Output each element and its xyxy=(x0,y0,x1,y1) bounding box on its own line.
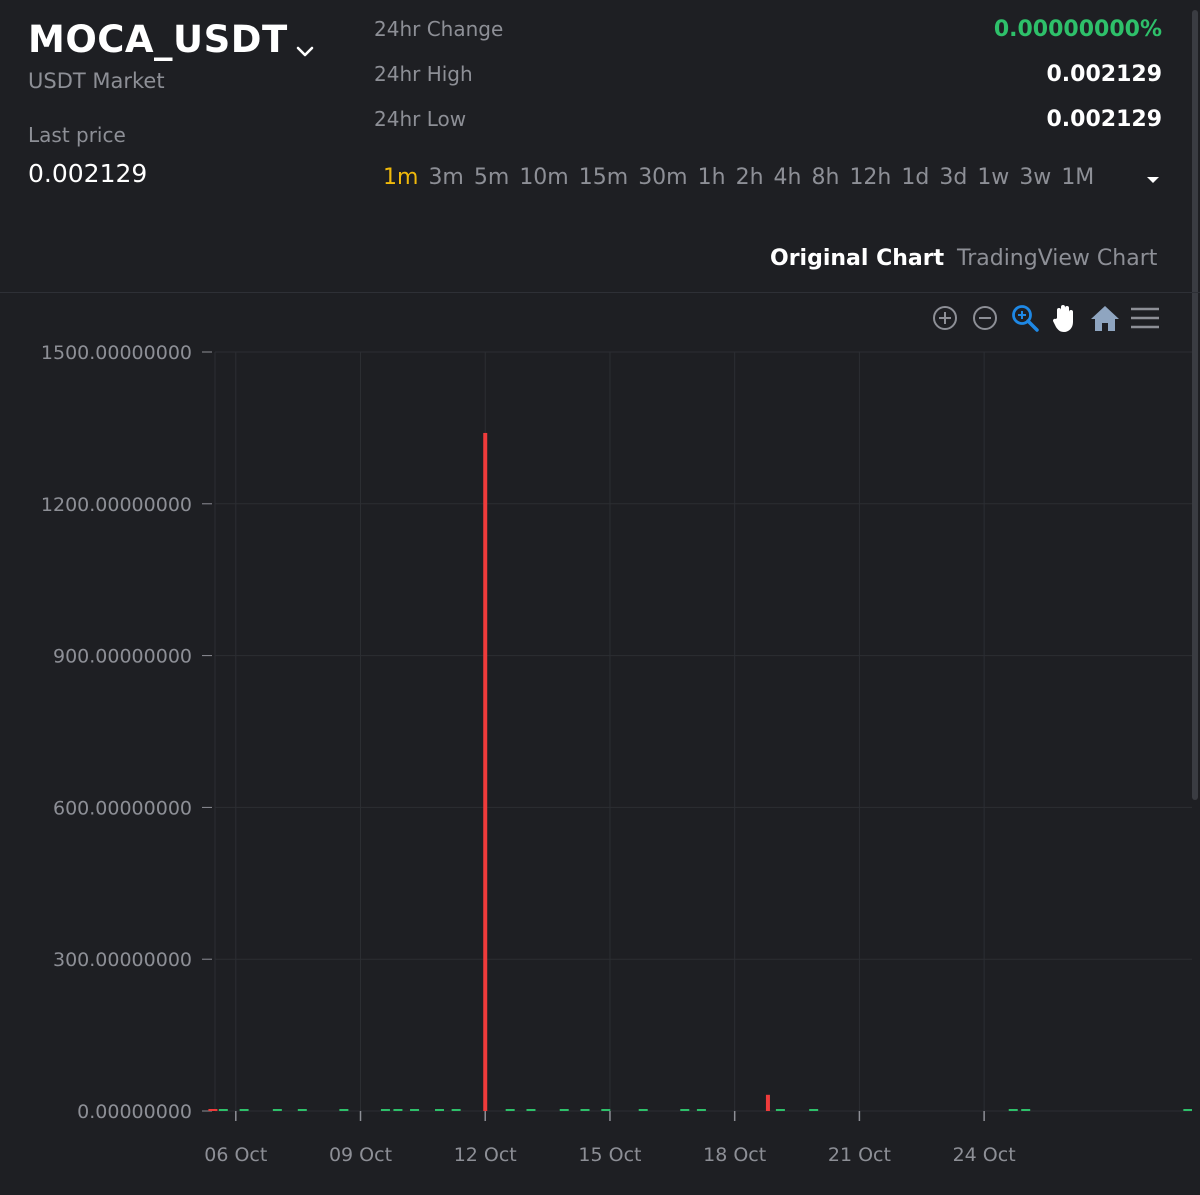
change-label: 24hr Change xyxy=(374,17,504,41)
x-tick-label: 09 Oct xyxy=(329,1144,392,1166)
volume-bar[interactable] xyxy=(809,1109,819,1111)
volume-chart[interactable]: 1500.00000000 1200.00000000 900.00000000 60… xyxy=(0,300,1192,1195)
tab-tradingview-chart[interactable]: TradingView Chart xyxy=(957,246,1158,271)
home-icon[interactable] xyxy=(1088,300,1122,336)
volume-bar[interactable] xyxy=(601,1109,611,1111)
x-tick-label: 12 Oct xyxy=(454,1144,517,1166)
interval-option-3m[interactable]: 3m xyxy=(428,165,464,190)
volume-bar[interactable] xyxy=(680,1109,690,1111)
volume-bar[interactable] xyxy=(451,1109,461,1111)
volume-bar[interactable] xyxy=(239,1109,249,1111)
interval-option-1h[interactable]: 1h xyxy=(697,165,726,190)
zoom-in-icon[interactable] xyxy=(928,300,962,336)
volume-bar[interactable] xyxy=(765,1094,770,1111)
volume-bar[interactable] xyxy=(1183,1109,1192,1111)
page-scrollbar[interactable] xyxy=(1192,10,1198,800)
volume-bar[interactable] xyxy=(339,1109,349,1111)
volume-bar[interactable] xyxy=(483,432,488,1111)
menu-icon[interactable] xyxy=(1128,300,1162,336)
volume-bar[interactable] xyxy=(435,1109,445,1111)
interval-option-10m[interactable]: 10m xyxy=(519,165,569,190)
interval-option-8h[interactable]: 8h xyxy=(811,165,840,190)
interval-option-1M[interactable]: 1M xyxy=(1061,165,1095,190)
interval-option-2h[interactable]: 2h xyxy=(735,165,764,190)
high-label: 24hr High xyxy=(374,62,473,86)
volume-bar[interactable] xyxy=(1021,1109,1031,1111)
volume-bar[interactable] xyxy=(638,1109,648,1111)
x-tick-label: 06 Oct xyxy=(204,1144,267,1166)
change-value: 0.00000000% xyxy=(993,17,1162,42)
y-tick-label: 1200.00000000 xyxy=(41,494,192,516)
last-price-label: Last price xyxy=(28,123,126,147)
y-tick-label: 300.00000000 xyxy=(53,949,192,971)
interval-option-1d[interactable]: 1d xyxy=(901,165,930,190)
pan-hand-icon[interactable] xyxy=(1048,300,1082,336)
header-divider xyxy=(0,292,1200,293)
x-tick-label: 18 Oct xyxy=(703,1144,766,1166)
volume-bar[interactable] xyxy=(526,1109,536,1111)
interval-option-3w[interactable]: 3w xyxy=(1019,165,1052,190)
volume-bar[interactable] xyxy=(410,1109,420,1111)
chart-toolbar xyxy=(928,300,1162,336)
volume-bar[interactable] xyxy=(272,1109,282,1111)
zoom-out-icon[interactable] xyxy=(968,300,1002,336)
selection-zoom-icon[interactable] xyxy=(1008,300,1042,336)
interval-option-3d[interactable]: 3d xyxy=(939,165,968,190)
volume-bar[interactable] xyxy=(297,1109,307,1111)
volume-bar[interactable] xyxy=(559,1109,569,1111)
y-tick-label: 900.00000000 xyxy=(53,646,192,668)
low-value: 0.002129 xyxy=(1046,107,1162,132)
last-price-value: 0.002129 xyxy=(28,159,148,188)
x-tick-label: 15 Oct xyxy=(578,1144,641,1166)
volume-bar[interactable] xyxy=(696,1109,706,1111)
pair-title[interactable]: MOCA_USDT xyxy=(28,18,288,61)
volume-bar[interactable] xyxy=(775,1109,785,1111)
interval-option-1w[interactable]: 1w xyxy=(977,165,1010,190)
interval-option-12h[interactable]: 12h xyxy=(849,165,892,190)
tab-original-chart[interactable]: Original Chart xyxy=(770,246,945,271)
volume-bar[interactable] xyxy=(380,1109,390,1111)
y-tick-label: 0.00000000 xyxy=(77,1101,192,1123)
x-tick-label: 24 Oct xyxy=(953,1144,1016,1166)
low-label: 24hr Low xyxy=(374,107,467,131)
interval-option-1m[interactable]: 1m xyxy=(383,165,419,190)
interval-option-30m[interactable]: 30m xyxy=(638,165,688,190)
volume-bar[interactable] xyxy=(1008,1109,1018,1111)
volume-bar[interactable] xyxy=(393,1109,403,1111)
volume-bar[interactable] xyxy=(580,1109,590,1111)
chevron-down-icon[interactable] xyxy=(294,40,316,62)
volume-bar[interactable] xyxy=(505,1109,515,1111)
y-tick-label: 600.00000000 xyxy=(53,797,192,819)
interval-option-4h[interactable]: 4h xyxy=(773,165,802,190)
volume-bar[interactable] xyxy=(218,1109,228,1111)
interval-dropdown-icon[interactable] xyxy=(1145,171,1161,190)
high-value: 0.002129 xyxy=(1046,62,1162,87)
interval-selector: 1m 3m 5m 10m 15m 30m 1h 2h 4h 8h 12h 1d 3d 1w 3w 1M xyxy=(378,163,1099,193)
market-subtitle: USDT Market xyxy=(28,69,165,93)
volume-bar[interactable] xyxy=(208,1109,218,1111)
interval-option-5m[interactable]: 5m xyxy=(473,165,510,190)
y-tick-label: 1500.00000000 xyxy=(41,342,192,364)
interval-option-15m[interactable]: 15m xyxy=(578,165,629,190)
x-tick-label: 21 Oct xyxy=(828,1144,891,1166)
